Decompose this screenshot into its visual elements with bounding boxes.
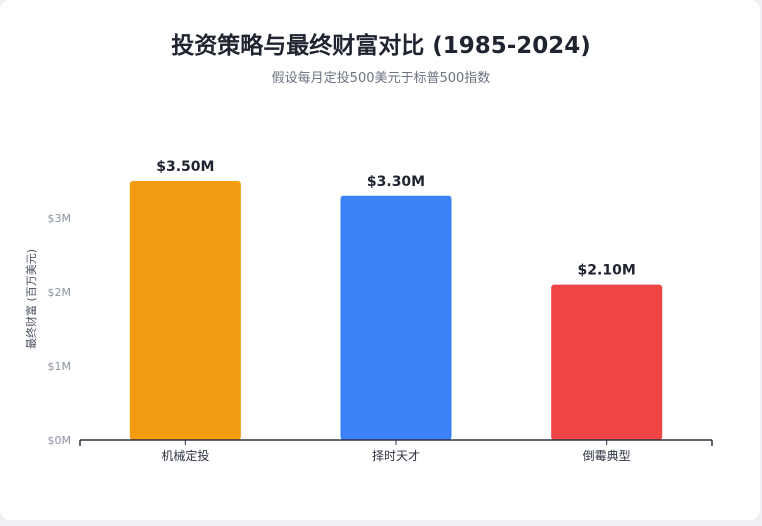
bar-value-label: $3.30M (367, 174, 425, 190)
y-tick-label: $2M (48, 286, 72, 299)
chart-subtitle: 假设每月定投500美元于标普500指数 (271, 71, 491, 86)
bar-value-label: $2.10M (578, 263, 636, 279)
y-tick-label: $3M (48, 212, 72, 225)
y-tick-label: $0M (48, 434, 72, 447)
bar (340, 195, 452, 440)
x-tick-label: 择时天才 (372, 449, 420, 463)
bar (129, 181, 241, 440)
x-axis: 机械定投 择时天才 倒霉典型 (79, 439, 713, 463)
x-tick-label: 机械定投 (161, 448, 209, 463)
x-tick-label: 倒霉典型 (583, 449, 631, 463)
bar-value-label: $3.50M (156, 159, 214, 175)
chart-title: 投资策略与最终财富对比 (1985-2024) (171, 33, 591, 59)
y-axis: $0M $1M $2M $3M (48, 212, 72, 447)
bar (551, 284, 663, 440)
y-axis-title: 最终财富 (百万美元) (24, 249, 38, 349)
bars-group: $3.50M $3.30M $2.10M (129, 159, 663, 440)
y-tick-label: $1M (48, 360, 72, 373)
